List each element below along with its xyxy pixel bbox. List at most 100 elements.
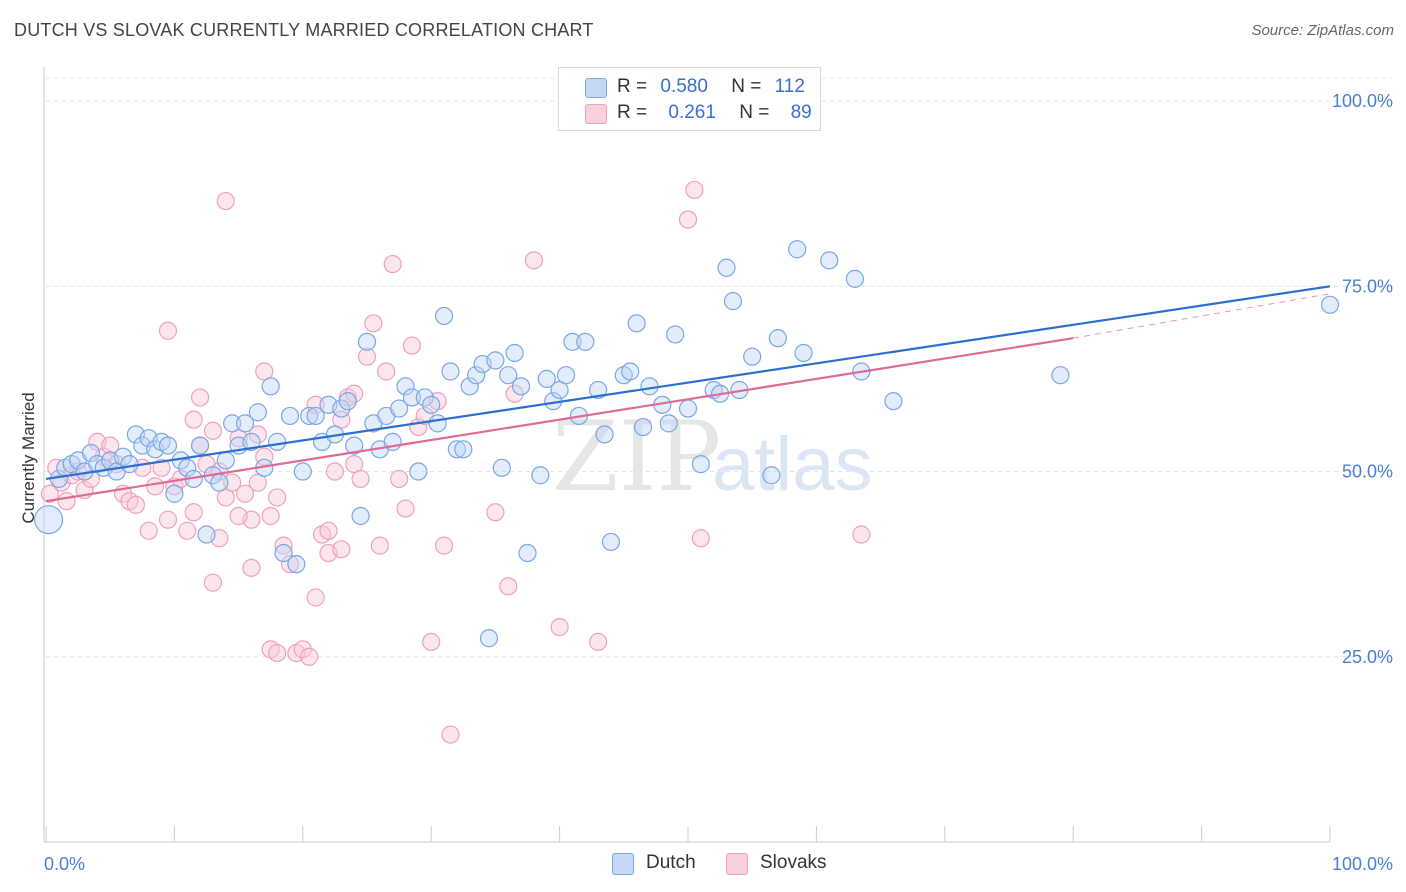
dutch-point <box>511 377 531 396</box>
dutch-point <box>434 306 454 326</box>
dutch-point <box>306 406 325 426</box>
dutch-point <box>794 343 813 363</box>
dutch-point <box>595 425 614 444</box>
dutch-point <box>428 414 447 433</box>
dutch-point <box>589 380 608 400</box>
dutch-point <box>422 395 441 414</box>
dutch-point <box>293 462 312 481</box>
dutch-point <box>158 436 178 455</box>
dutch-point <box>165 484 184 503</box>
y-axis-label: Currently Married <box>19 392 38 523</box>
slovak-point <box>261 506 280 526</box>
slovak-point <box>268 488 287 507</box>
dutch-point <box>409 462 428 481</box>
slovak-point <box>274 536 293 555</box>
dutch-point <box>633 417 653 437</box>
y-tick-label: 100.0% <box>1332 91 1393 111</box>
dutch-point <box>723 292 743 311</box>
slovak-point <box>422 632 441 652</box>
dutch-point <box>216 451 235 470</box>
legend: R = 0.580 N = 112 R = 0.261 N = 89 <box>558 67 821 131</box>
tick-labels: 25.0% 50.0% 75.0% 100.0% 0.0% 100.0% <box>44 91 1393 874</box>
slovak-point <box>229 506 248 526</box>
dutch-point <box>190 436 210 455</box>
slovak-trend-line <box>45 337 1074 503</box>
dutch-point <box>441 362 460 381</box>
dutch-point <box>287 555 306 574</box>
dutch-point <box>492 458 511 477</box>
slovak-point <box>402 336 422 355</box>
slovak-point <box>499 577 518 596</box>
x-tick-label-min: 0.0% <box>44 854 85 874</box>
slovak-r-label: R = <box>617 102 648 123</box>
slovak-point <box>486 503 505 522</box>
dutch-point <box>33 505 64 535</box>
slovak-swatch <box>585 104 607 124</box>
dutch-point <box>415 388 434 407</box>
slovak-point <box>396 499 415 518</box>
dutch-point <box>454 440 473 459</box>
slovak-point <box>357 347 377 366</box>
dutch-point <box>460 377 479 396</box>
dutch-legend-label: Dutch <box>646 852 696 873</box>
slovak-point <box>184 410 203 429</box>
watermark-zip: ZIP <box>552 401 721 513</box>
dutch-r-value: 0.580 <box>660 76 708 97</box>
dutch-point <box>280 406 300 426</box>
slovak-point <box>268 643 287 663</box>
slovak-point <box>377 362 396 381</box>
dutch-point <box>1051 366 1070 385</box>
dutch-point <box>601 532 621 552</box>
dutch-point <box>113 447 133 466</box>
dutch-point <box>788 240 807 259</box>
dutch-n-label: N = <box>731 76 762 97</box>
chart-title: DUTCH VS SLOVAK CURRENTLY MARRIED CORREL… <box>14 20 594 40</box>
slovak-point <box>248 425 267 444</box>
dutch-point <box>717 258 736 277</box>
dutch-point <box>1320 295 1340 314</box>
dutch-point <box>762 466 781 485</box>
dutch-point <box>351 506 370 526</box>
slovak-point <box>550 618 569 637</box>
dutch-point <box>531 466 550 485</box>
dutch-point <box>261 377 280 396</box>
slovak-point <box>306 588 325 607</box>
chart-source: Source: ZipAtlas.com <box>1251 22 1394 39</box>
slovak-point <box>505 384 524 403</box>
dutch-point <box>563 332 582 351</box>
dutch-point <box>300 406 319 426</box>
dutch-point <box>640 377 659 396</box>
dutch-point <box>691 455 710 474</box>
slovak-legend-swatch <box>726 853 748 875</box>
slovak-point <box>345 384 364 403</box>
dutch-point <box>223 414 242 433</box>
dutch-point <box>274 543 293 563</box>
dutch-point <box>556 366 576 385</box>
slovak-point <box>101 436 120 455</box>
dutch-point <box>447 440 466 459</box>
slovak-point <box>351 469 370 489</box>
slovak-point <box>364 314 383 333</box>
dutch-point <box>743 347 762 366</box>
slovak-point <box>178 521 197 540</box>
slovak-point <box>223 473 242 492</box>
dutch-point <box>178 458 197 477</box>
slovak-point <box>293 640 312 659</box>
dutch-point <box>248 403 267 422</box>
slovak-point <box>203 421 223 440</box>
dutch-point <box>518 543 537 563</box>
slovak-point <box>139 521 158 540</box>
dutch-point <box>678 399 698 418</box>
axes <box>43 67 1331 843</box>
slovak-point <box>524 251 544 270</box>
bottom-legend: Dutch Slovaks <box>0 852 1406 878</box>
dutch-point <box>81 443 101 463</box>
slovak-point <box>685 180 704 200</box>
slovak-point <box>390 469 409 489</box>
y-tick-label: 75.0% <box>1342 276 1393 296</box>
slovak-point <box>280 555 300 574</box>
dutch-point <box>357 332 377 351</box>
dutch-legend-swatch <box>612 853 634 875</box>
dutch-point <box>768 329 787 348</box>
dutch-r-label: R = <box>617 76 648 97</box>
